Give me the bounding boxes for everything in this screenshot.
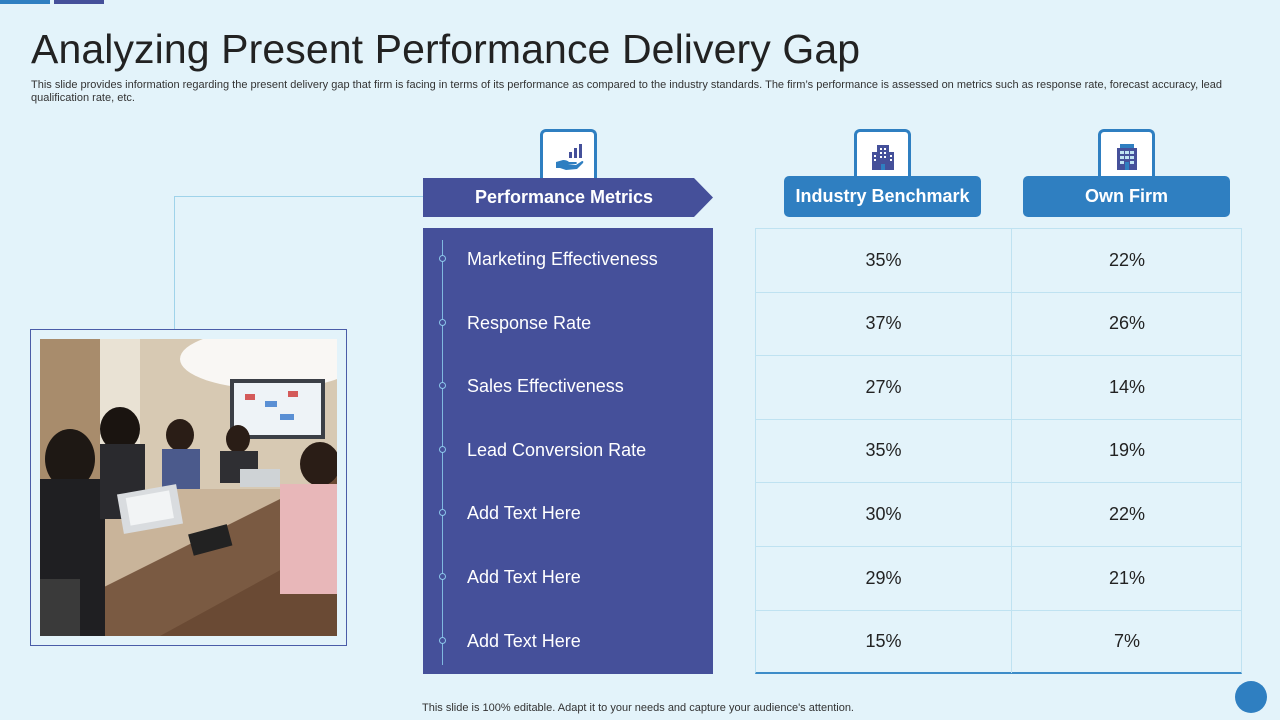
bullet-dot xyxy=(439,382,446,389)
bullet-dot xyxy=(439,255,446,262)
own-firm-cell: 26% xyxy=(1108,313,1146,333)
office-building-icon xyxy=(1098,129,1155,181)
benchmark-cell: 29% xyxy=(756,547,1012,610)
benchmark-cell: 35% xyxy=(756,229,1012,292)
benchmark-cell: 37% xyxy=(756,292,1012,355)
benchmark-cell: 35% xyxy=(756,419,1012,482)
top-accent-tab-2 xyxy=(54,0,104,4)
footer-note: This slide is 100% editable. Adapt it to… xyxy=(422,702,854,714)
benchmark-cell: 27% xyxy=(756,356,1012,419)
industry-benchmark-header: Industry Benchmark xyxy=(784,176,981,217)
benchmark-cell: 15% xyxy=(756,610,1012,673)
own-firm-cell: 7% xyxy=(1113,631,1140,651)
meeting-photo xyxy=(40,339,337,636)
table-row: 30% 22% xyxy=(756,483,1241,547)
metric-row: Sales Effectiveness xyxy=(423,355,713,419)
own-firm-cell: 19% xyxy=(1108,440,1146,460)
own-firm-cell: 22% xyxy=(1108,504,1146,524)
page-title: Analyzing Present Performance Delivery G… xyxy=(31,26,861,72)
own-firm-cell: 22% xyxy=(1108,250,1146,270)
table-row: 15% 7% xyxy=(756,610,1241,674)
page-indicator-circle xyxy=(1235,681,1267,713)
comparison-table: 35% 22% 37% 26% 27% 14% 35% 19% 30% 22% … xyxy=(755,228,1242,674)
table-row: 37% 26% xyxy=(756,292,1241,356)
bullet-dot xyxy=(439,509,446,516)
metric-row: Marketing Effectiveness xyxy=(423,228,713,292)
performance-metrics-header: Performance Metrics xyxy=(423,178,713,217)
bullet-dot xyxy=(439,573,446,580)
own-firm-header: Own Firm xyxy=(1023,176,1230,217)
table-row: 35% 22% xyxy=(756,229,1241,293)
building-icon xyxy=(854,129,911,181)
bullet-dot xyxy=(439,637,446,644)
metric-row: Add Text Here xyxy=(423,482,713,546)
hand-chart-icon xyxy=(540,129,597,181)
metric-label: Marketing Effectiveness xyxy=(467,249,658,269)
metric-row: Add Text Here xyxy=(423,546,713,610)
bullet-dot xyxy=(439,446,446,453)
metric-label: Lead Conversion Rate xyxy=(467,440,647,460)
top-accent-tab-1 xyxy=(0,0,50,4)
metric-row: Response Rate xyxy=(423,292,713,356)
metrics-panel: Marketing Effectiveness Response Rate Sa… xyxy=(423,228,713,674)
metric-row: Add Text Here xyxy=(423,610,713,674)
own-firm-cell: 14% xyxy=(1108,377,1146,397)
table-row: 35% 19% xyxy=(756,419,1241,483)
metric-label: Add Text Here xyxy=(467,631,581,651)
connector-line-vertical xyxy=(174,196,175,330)
metric-label: Sales Effectiveness xyxy=(467,376,624,396)
table-row: 27% 14% xyxy=(756,356,1241,420)
metric-label: Add Text Here xyxy=(467,567,581,587)
own-firm-cell: 21% xyxy=(1108,568,1146,588)
table-row: 29% 21% xyxy=(756,547,1241,611)
metric-label: Response Rate xyxy=(467,313,592,333)
slide-description: This slide provides information regardin… xyxy=(31,79,1222,104)
metric-row: Lead Conversion Rate xyxy=(423,419,713,483)
benchmark-cell: 30% xyxy=(756,483,1012,546)
metric-label: Add Text Here xyxy=(467,503,581,523)
bullet-dot xyxy=(439,319,446,326)
connector-line-horizontal xyxy=(174,196,424,197)
